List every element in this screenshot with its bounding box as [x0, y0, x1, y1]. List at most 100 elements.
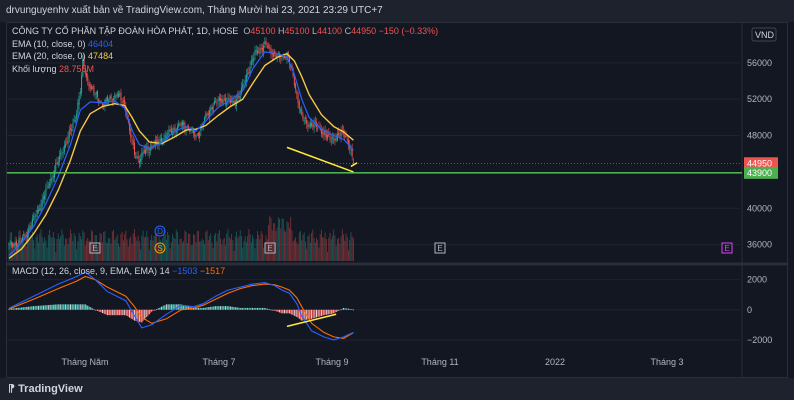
- symbol-title: CÔNG TY CỔ PHẦN TẬP ĐOÀN HÒA PHÁT, 1D, H…: [12, 26, 239, 36]
- candle-body: [83, 56, 85, 67]
- macd-histogram-bar: [106, 309, 108, 316]
- volume-bar: [242, 247, 244, 261]
- volume-bar: [90, 230, 92, 261]
- volume-bar: [215, 232, 217, 261]
- volume-bar: [286, 221, 288, 261]
- ema10-legend[interactable]: EMA (10, close, 0) 46404: [12, 39, 113, 49]
- macd-histogram-bar: [320, 309, 322, 316]
- macd-histogram-bar: [110, 309, 112, 316]
- earnings-marker-future: E: [724, 244, 729, 253]
- candle-body: [254, 50, 256, 56]
- candle-body: [14, 243, 16, 246]
- currency-box: [751, 27, 777, 42]
- candle-body: [93, 85, 95, 94]
- volume-bar: [120, 234, 122, 261]
- candle-body: [72, 122, 74, 129]
- volume-bar: [56, 238, 58, 261]
- macd-histogram-bar: [344, 308, 346, 310]
- candle-body: [181, 122, 183, 127]
- macd-histogram-bar: [162, 306, 164, 310]
- macd-histogram-bar: [313, 309, 315, 319]
- volume-bar: [104, 231, 106, 261]
- volume-bar: [121, 231, 123, 261]
- candle-body: [322, 132, 324, 134]
- volume-bar: [292, 241, 294, 261]
- macd-histogram-bar: [56, 304, 58, 310]
- macd-histogram-bar: [94, 309, 96, 311]
- volume-bar: [184, 230, 186, 261]
- macd-histogram-bar: [170, 304, 172, 310]
- volume-bar: [193, 234, 194, 261]
- candle-body: [204, 117, 206, 122]
- volume-bar: [279, 218, 281, 261]
- candle-body: [130, 128, 132, 138]
- price-tick-label: 56000: [747, 58, 772, 68]
- candle-body: [314, 120, 316, 123]
- candle-body: [120, 92, 122, 100]
- volume-bar: [98, 243, 100, 261]
- candle-body: [263, 45, 265, 53]
- macd-histogram-bar: [158, 307, 160, 310]
- ema20-legend[interactable]: EMA (20, close, 0) 47484: [12, 51, 113, 61]
- volume-bar: [338, 238, 340, 261]
- candle-body: [20, 240, 22, 242]
- macd-histogram-bar: [239, 307, 241, 310]
- candle-body: [124, 99, 126, 105]
- price-tick-label: 48000: [747, 131, 772, 141]
- volume-bar: [229, 238, 231, 261]
- volume-bar: [145, 236, 146, 261]
- macd-histogram-bar: [345, 308, 347, 310]
- macd-legend[interactable]: MACD (12, 26, close, 9, EMA, EMA) 14 −15…: [12, 266, 225, 276]
- candle-body: [249, 66, 251, 75]
- candle-body: [303, 120, 305, 122]
- candle-body: [129, 123, 131, 131]
- volume-bar: [280, 228, 282, 261]
- chart-svg[interactable]: E E EDS E5600052000480004495043900400003600…: [7, 23, 787, 377]
- macd-histogram-bar: [212, 306, 214, 310]
- macd-histogram-bar: [349, 308, 351, 310]
- low-label: L: [312, 26, 318, 36]
- candle-body: [45, 188, 47, 196]
- candle-body: [232, 100, 234, 104]
- candle-body: [275, 53, 277, 58]
- tradingview-logo[interactable]: ⁋ TradingView: [8, 382, 83, 395]
- volume-bar: [140, 249, 142, 261]
- chart-panel[interactable]: E E E D S E 56000 52000 48000 44950 43900 40000 3600…: [6, 22, 788, 378]
- volume-bar: [13, 245, 15, 261]
- volume-bar: [285, 231, 287, 261]
- candle-body: [293, 77, 295, 86]
- earnings-marker-future-shape: [721, 242, 733, 254]
- volume-bar: [293, 239, 295, 261]
- candle-body: [98, 99, 100, 103]
- macd-histogram-bar: [23, 307, 25, 310]
- macd-histogram-bar: [98, 309, 100, 312]
- candle-body: [100, 101, 102, 103]
- volume-bar: [180, 238, 182, 261]
- macd-histogram-bar: [153, 309, 155, 311]
- candle-body: [103, 104, 105, 106]
- support-tag: [744, 166, 778, 179]
- macd-histogram-bar: [248, 307, 250, 310]
- close-value: 44950: [351, 26, 377, 36]
- macd-histogram-bar: [152, 309, 154, 311]
- volume-bar: [169, 248, 171, 261]
- volume-bar: [84, 245, 86, 261]
- macd-histogram-bar: [39, 305, 41, 310]
- volume-bar: [177, 232, 178, 261]
- macd-histogram-bar: [42, 305, 44, 310]
- macd-histogram-bar: [243, 307, 245, 310]
- volume-bar: [333, 229, 335, 261]
- candle-body: [131, 138, 133, 140]
- volume-bar: [239, 230, 241, 261]
- macd-histogram-bar: [145, 309, 147, 319]
- macd-histogram-bar: [269, 309, 271, 311]
- candle-body: [94, 93, 96, 95]
- candle-body: [302, 114, 304, 120]
- macd-histogram-bar: [196, 307, 198, 310]
- volume-legend[interactable]: Khối lượng 28.755M: [12, 64, 94, 74]
- macd-histogram-bar: [197, 307, 199, 310]
- candle-body: [68, 130, 70, 138]
- volume-bar: [172, 234, 174, 261]
- macd-histogram-bar: [156, 309, 158, 310]
- volume-bar: [49, 229, 51, 261]
